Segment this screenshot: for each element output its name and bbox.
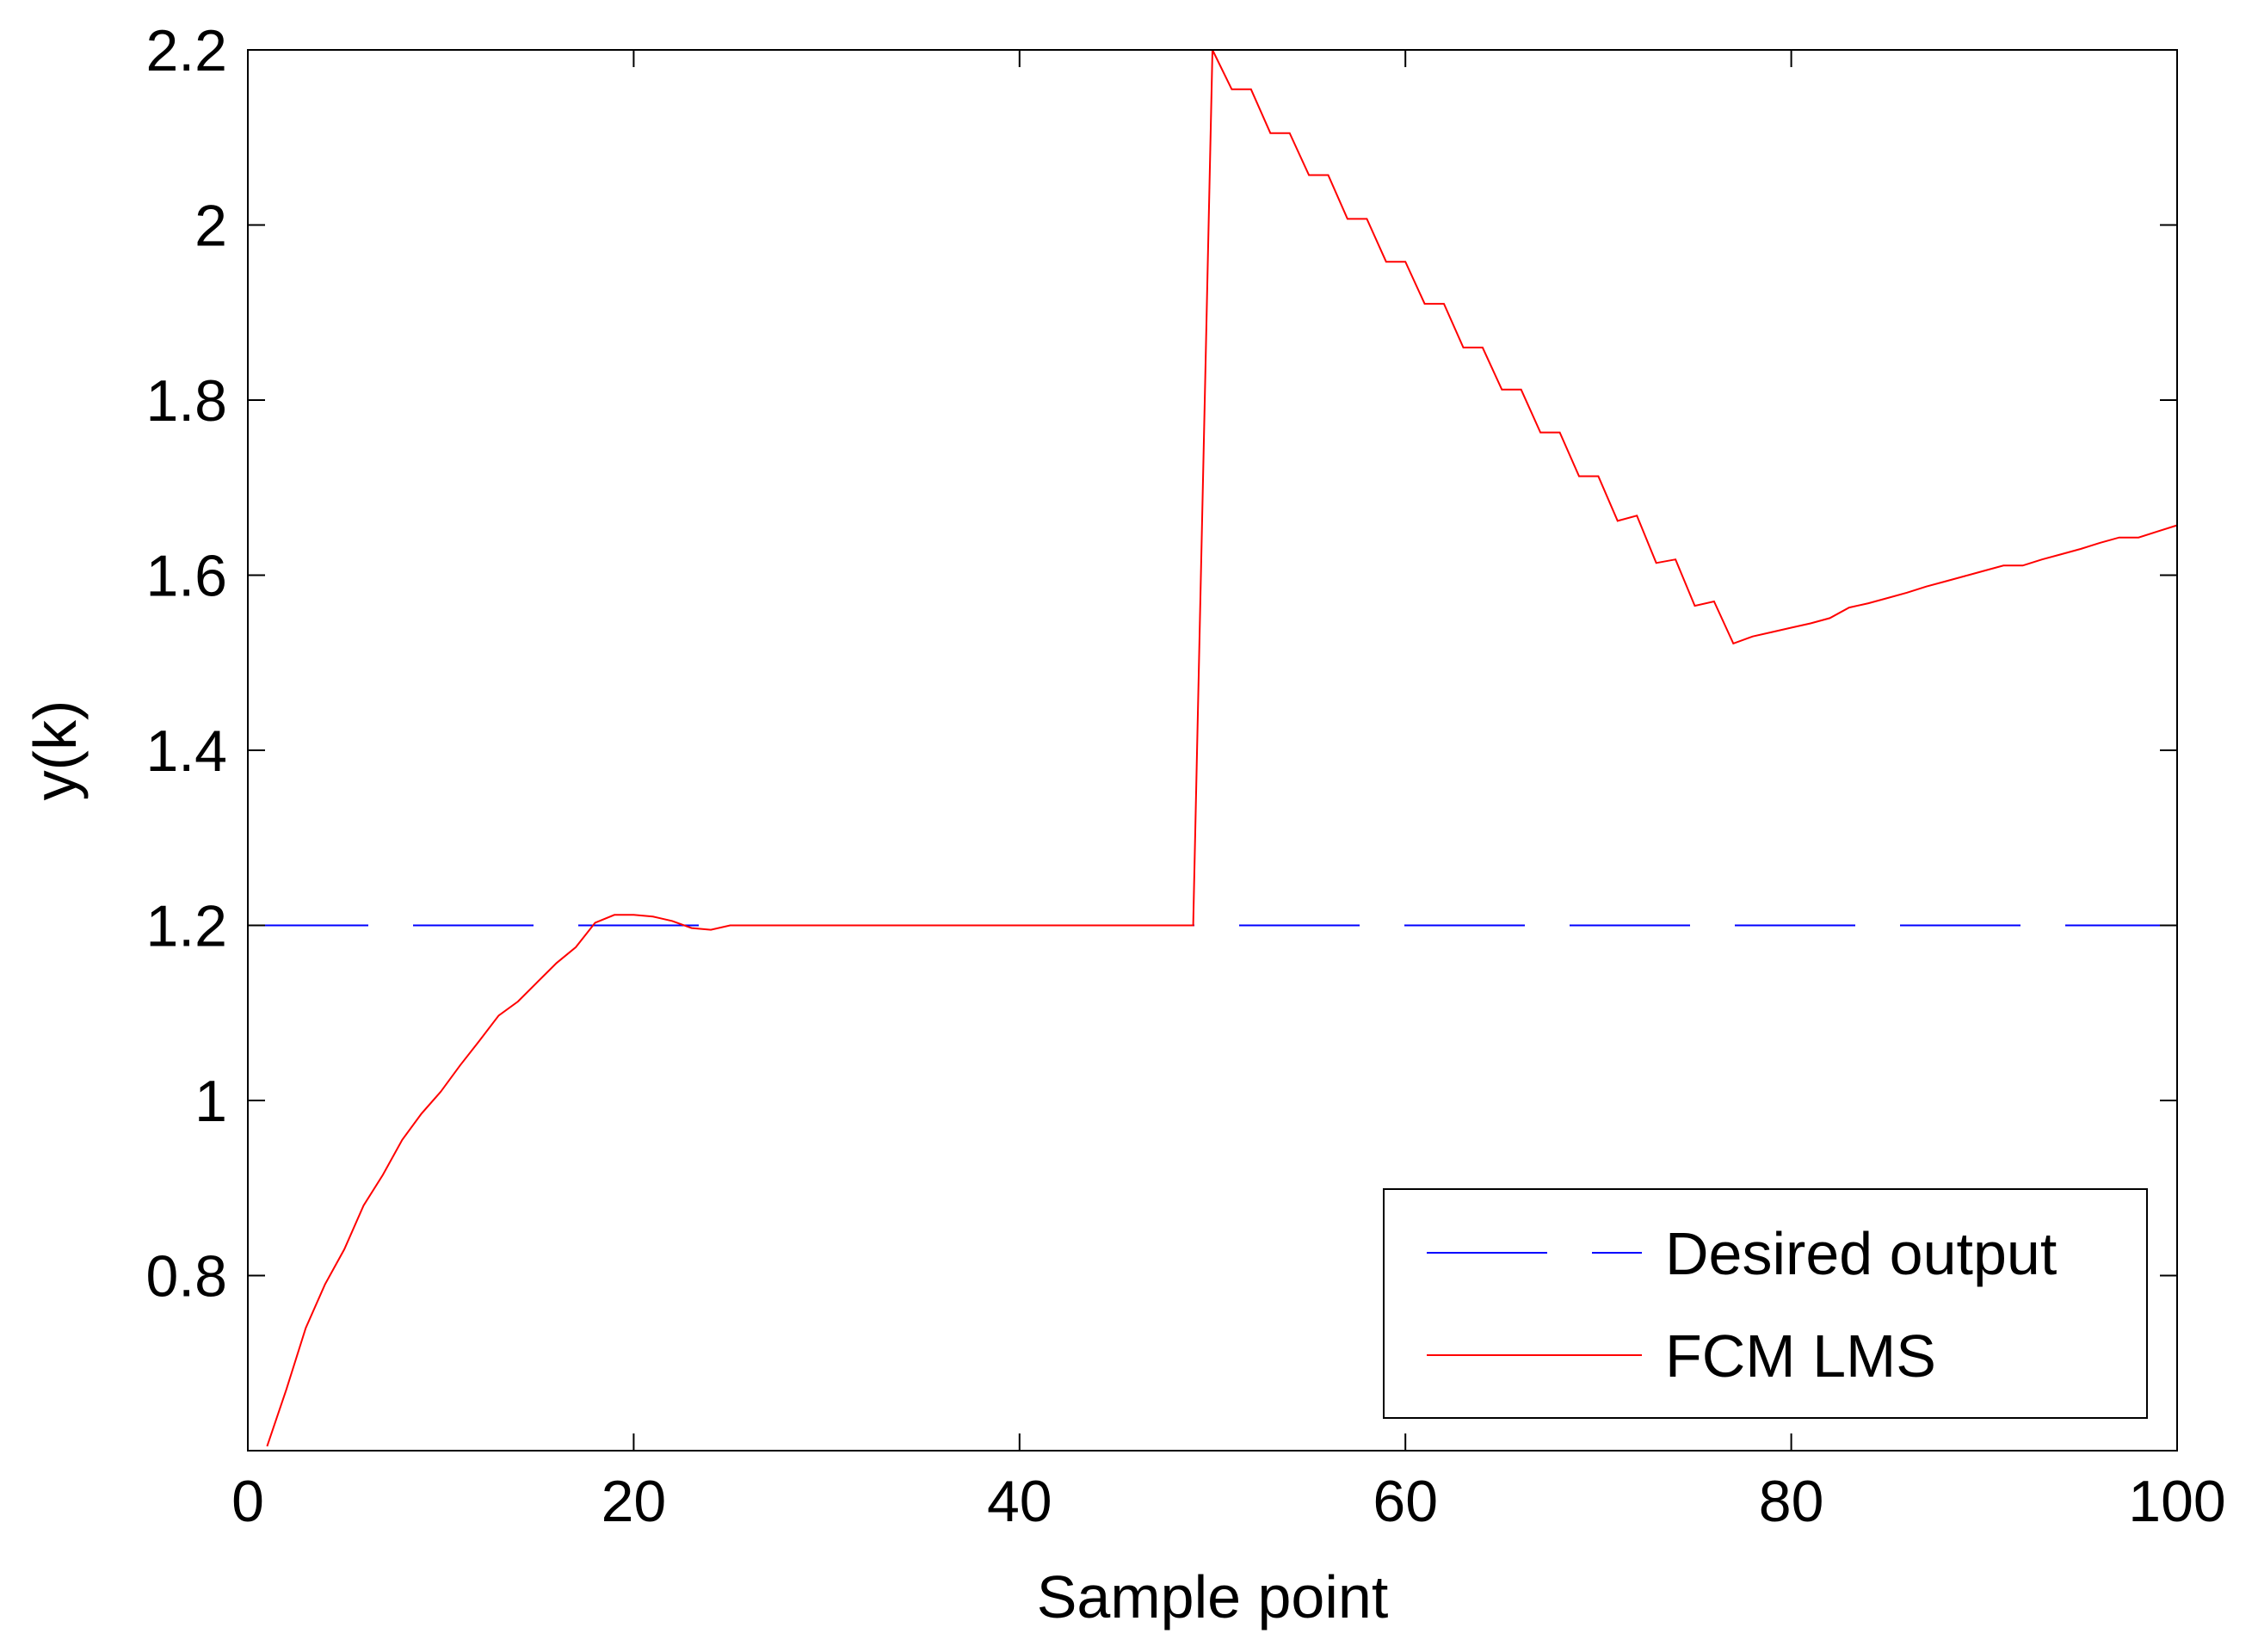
legend-label-fcm-lms: FCM LMS bbox=[1665, 1322, 1936, 1390]
y-tick-label: 0.8 bbox=[145, 1244, 227, 1310]
y-tick-label: 1.6 bbox=[145, 544, 227, 609]
series-layer bbox=[248, 49, 2178, 1447]
x-tick-label: 80 bbox=[1759, 1469, 1824, 1534]
x-tick-label: 60 bbox=[1373, 1469, 1438, 1534]
y-tick-label: 1 bbox=[194, 1069, 227, 1134]
legend-label-desired-output: Desired output bbox=[1665, 1220, 2057, 1287]
y-axis-label: y(k) bbox=[22, 700, 89, 801]
legend: Desired output FCM LMS bbox=[1383, 1188, 2148, 1419]
y-tick-label: 2 bbox=[194, 194, 227, 259]
y-tick-label: 1.2 bbox=[145, 894, 227, 959]
x-axis-label: Sample point bbox=[1037, 1563, 1389, 1630]
x-tick-label: 40 bbox=[987, 1469, 1052, 1534]
x-tick-label: 20 bbox=[602, 1469, 667, 1534]
y-tick-label: 2.2 bbox=[145, 18, 227, 83]
tick-labels: 0 20 40 60 80 100 0.8 1 1.2 1.4 1.6 1.8 2 2.2 bbox=[145, 18, 2225, 1534]
legend-box bbox=[1383, 1188, 2148, 1419]
series-line-fcm-lms bbox=[266, 49, 2178, 1447]
x-tick-label: 0 bbox=[231, 1469, 264, 1534]
y-tick-label: 1.4 bbox=[145, 718, 227, 784]
ticks-layer bbox=[247, 49, 2178, 1451]
y-tick-label: 1.8 bbox=[145, 368, 227, 434]
x-tick-label: 100 bbox=[2128, 1469, 2225, 1534]
